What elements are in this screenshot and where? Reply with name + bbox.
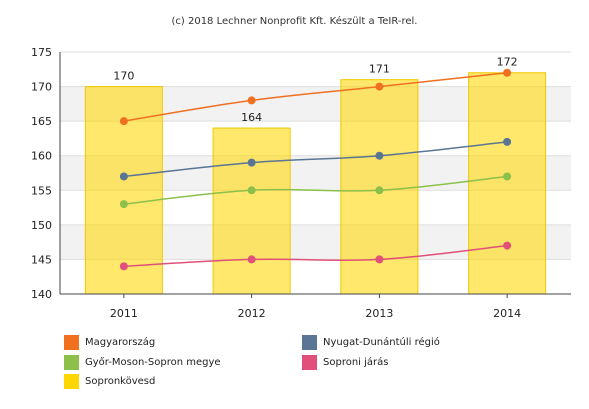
- x-tick-label: 2013: [365, 307, 393, 320]
- legend-label: Sopronkövesd: [85, 376, 156, 387]
- data-point-gyor-moson-sopron-megye: [247, 186, 256, 195]
- series-line-soproni-jaras: [123, 244, 508, 268]
- legend-swatch: [64, 335, 79, 350]
- y-tick-label: 150: [31, 219, 52, 232]
- chart-credit: (c) 2018 Lechner Nonprofit Kft. Készült …: [171, 16, 418, 27]
- legend-item[interactable]: Soproni járás: [302, 355, 388, 370]
- data-point-magyarorszag: [119, 117, 128, 126]
- x-tick-label: 2011: [110, 307, 138, 320]
- data-point-magyarorszag: [503, 68, 512, 77]
- data-point-soproni-jaras: [119, 262, 128, 271]
- legend-swatch: [64, 374, 79, 389]
- data-point-nyugat-dunantuli-regio: [119, 172, 128, 181]
- y-tick-label: 155: [31, 184, 52, 197]
- data-point-gyor-moson-sopron-megye: [119, 200, 128, 209]
- legend-item[interactable]: Sopronkövesd: [64, 374, 155, 389]
- legend-item[interactable]: Nyugat-Dunántúli régió: [302, 335, 440, 350]
- y-tick-label: 140: [31, 288, 52, 301]
- data-point-nyugat-dunantuli-regio: [503, 137, 512, 146]
- legend-label: Nyugat-Dunántúli régió: [323, 337, 440, 348]
- y-tick-label: 170: [31, 81, 52, 94]
- legend-swatch: [302, 355, 317, 370]
- bar-sopronkovesd: [468, 72, 547, 295]
- series-line-gyor-moson-sopron-megye: [123, 175, 508, 205]
- legend-label: Magyarország: [85, 337, 156, 348]
- data-point-magyarorszag: [375, 82, 384, 91]
- data-point-soproni-jaras: [503, 241, 512, 250]
- x-tick-label: 2014: [493, 307, 521, 320]
- data-point-nyugat-dunantuli-regio: [247, 158, 256, 167]
- bar-data-label: 170: [113, 70, 134, 83]
- legend-label: Soproni járás: [323, 357, 389, 368]
- y-tick-label: 145: [31, 253, 52, 266]
- legend-swatch: [302, 335, 317, 350]
- y-tick-label: 175: [31, 46, 52, 59]
- data-point-soproni-jaras: [375, 255, 384, 264]
- data-point-magyarorszag: [247, 96, 256, 105]
- data-point-soproni-jaras: [247, 255, 256, 264]
- y-tick-label: 165: [31, 115, 52, 128]
- series-line-magyarorszag: [123, 71, 508, 122]
- legend-item[interactable]: Magyarország: [64, 335, 155, 350]
- legend-swatch: [64, 355, 79, 370]
- y-tick-label: 160: [31, 150, 52, 163]
- data-point-gyor-moson-sopron-megye: [375, 186, 384, 195]
- data-point-gyor-moson-sopron-megye: [503, 172, 512, 181]
- bar-data-label: 171: [369, 63, 390, 76]
- series-line-nyugat-dunantuli-regio: [123, 141, 508, 178]
- bar-data-label: 172: [497, 56, 518, 69]
- bar-data-label: 164: [241, 111, 262, 124]
- x-tick-label: 2012: [238, 307, 266, 320]
- legend-label: Győr-Moson-Sopron megye: [85, 357, 221, 368]
- bar-sopronkovesd: [212, 127, 291, 295]
- data-point-nyugat-dunantuli-regio: [375, 151, 384, 160]
- legend-item[interactable]: Győr-Moson-Sopron megye: [64, 355, 221, 370]
